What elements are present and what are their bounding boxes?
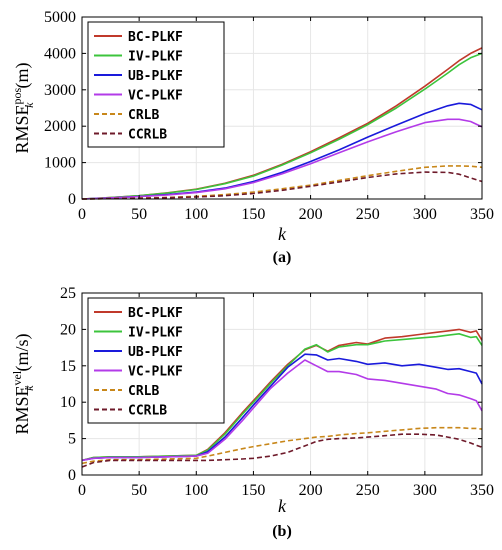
legend-label: BC-PLKF bbox=[128, 306, 183, 321]
y-tick-label: 3000 bbox=[44, 82, 76, 99]
series-line-vc-plkf bbox=[81, 359, 483, 462]
x-tick-label: 0 bbox=[78, 482, 86, 499]
legend-label: CCRLB bbox=[128, 128, 167, 143]
x-tick-label: 300 bbox=[413, 482, 437, 499]
panel-label: (a) bbox=[273, 249, 292, 266]
x-tick-label: 200 bbox=[299, 206, 323, 223]
legend-label: UB-PLKF bbox=[128, 345, 183, 360]
series-line-crlb bbox=[81, 426, 483, 465]
y-tick-label: 25 bbox=[60, 285, 76, 302]
panel-label: (b) bbox=[272, 523, 292, 540]
y-axis-label: RMSEposk(m) bbox=[10, 62, 36, 153]
y-tick-label: 0 bbox=[68, 467, 76, 484]
chart-panel: 0 50 100 150 200 250 300 350 0 5 10 15 20 25 k RMSEvelk… bbox=[10, 285, 494, 540]
legend-label: CCRLB bbox=[128, 404, 167, 419]
x-tick-label: 0 bbox=[78, 206, 86, 223]
x-tick-label: 300 bbox=[413, 206, 437, 223]
series-line-vc-plkf bbox=[81, 118, 483, 200]
x-tick-label: 100 bbox=[184, 482, 208, 499]
legend-label: UB-PLKF bbox=[128, 69, 183, 84]
series-line-iv-plkf bbox=[81, 52, 483, 200]
x-tick-label: 350 bbox=[470, 482, 494, 499]
series-line-ccrlb bbox=[81, 433, 483, 468]
x-tick-label: 100 bbox=[184, 206, 208, 223]
x-tick-label: 150 bbox=[241, 206, 265, 223]
y-tick-label: 20 bbox=[60, 321, 76, 338]
legend-label: IV-PLKF bbox=[128, 50, 183, 65]
series-line-crlb bbox=[81, 165, 483, 200]
y-axis-label: RMSEvelk(m/s) bbox=[10, 333, 36, 434]
y-tick-label: 15 bbox=[60, 358, 76, 375]
x-tick-label: 150 bbox=[241, 482, 265, 499]
legend-box bbox=[87, 297, 225, 424]
series-line-ccrlb bbox=[81, 171, 483, 200]
chart-panel: 0 50 100 150 200 250 300 350 0 1000 2000 3000 4000 50… bbox=[10, 9, 494, 266]
legend-label: BC-PLKF bbox=[128, 30, 183, 45]
y-tick-label: 10 bbox=[60, 394, 76, 411]
x-axis-label: k bbox=[278, 496, 287, 516]
legend-label: IV-PLKF bbox=[128, 326, 183, 341]
y-tick-label: 2000 bbox=[44, 118, 76, 135]
x-axis-label: k bbox=[278, 224, 287, 244]
x-tick-label: 50 bbox=[131, 206, 147, 223]
legend-label: VC-PLKF bbox=[128, 89, 183, 104]
y-tick-label: 1000 bbox=[44, 155, 76, 172]
plot-frame bbox=[81, 16, 483, 200]
y-tick-label: 5 bbox=[68, 431, 76, 448]
legend-label: VC-PLKF bbox=[128, 365, 183, 380]
legend-box bbox=[87, 21, 225, 148]
legend-label: CRLB bbox=[128, 108, 159, 123]
x-tick-label: 250 bbox=[356, 206, 380, 223]
y-tick-label: 5000 bbox=[44, 9, 76, 26]
x-tick-label: 350 bbox=[470, 206, 494, 223]
x-tick-label: 200 bbox=[299, 482, 323, 499]
legend-label: CRLB bbox=[128, 384, 159, 399]
y-tick-label: 4000 bbox=[44, 45, 76, 62]
x-tick-label: 250 bbox=[356, 482, 380, 499]
plot-frame bbox=[81, 292, 483, 476]
y-tick-label: 0 bbox=[68, 191, 76, 208]
x-tick-label: 50 bbox=[131, 482, 147, 499]
